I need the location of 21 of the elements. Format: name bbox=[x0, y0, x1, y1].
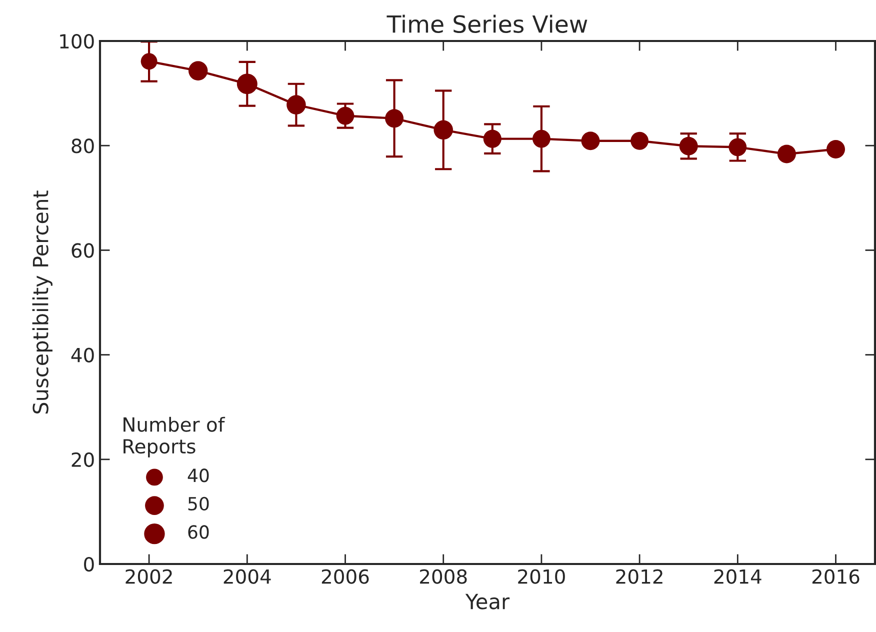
legend-title: Number of Reports bbox=[124, 416, 226, 458]
x-tick-label: 2004 bbox=[224, 569, 271, 584]
x-tick-label: 2002 bbox=[126, 569, 172, 584]
chart-title: Time Series View bbox=[386, 14, 588, 33]
y-tick-label: 20 bbox=[72, 452, 94, 468]
x-tick-label: 2012 bbox=[616, 569, 662, 584]
x-tick-label: 2008 bbox=[420, 569, 467, 584]
y-tick-label: 60 bbox=[72, 243, 94, 258]
y-tick-label: 0 bbox=[84, 556, 94, 572]
y-tick-label: 100 bbox=[60, 34, 94, 49]
y-tick-label: 80 bbox=[72, 138, 94, 154]
x-tick-label: 2014 bbox=[714, 569, 762, 584]
legend-label: 40 bbox=[188, 468, 209, 482]
x-tick-label: 2010 bbox=[518, 569, 565, 584]
legend-label: 60 bbox=[188, 525, 209, 539]
y-tick-label: 40 bbox=[71, 348, 94, 362]
x-axis-title: Year bbox=[465, 594, 510, 610]
x-tick-label: 2006 bbox=[322, 569, 369, 584]
y-axis-title: Susceptibility Percent bbox=[32, 190, 52, 414]
x-tick-label: 2016 bbox=[812, 569, 860, 584]
legend-label: 50 bbox=[188, 496, 209, 511]
